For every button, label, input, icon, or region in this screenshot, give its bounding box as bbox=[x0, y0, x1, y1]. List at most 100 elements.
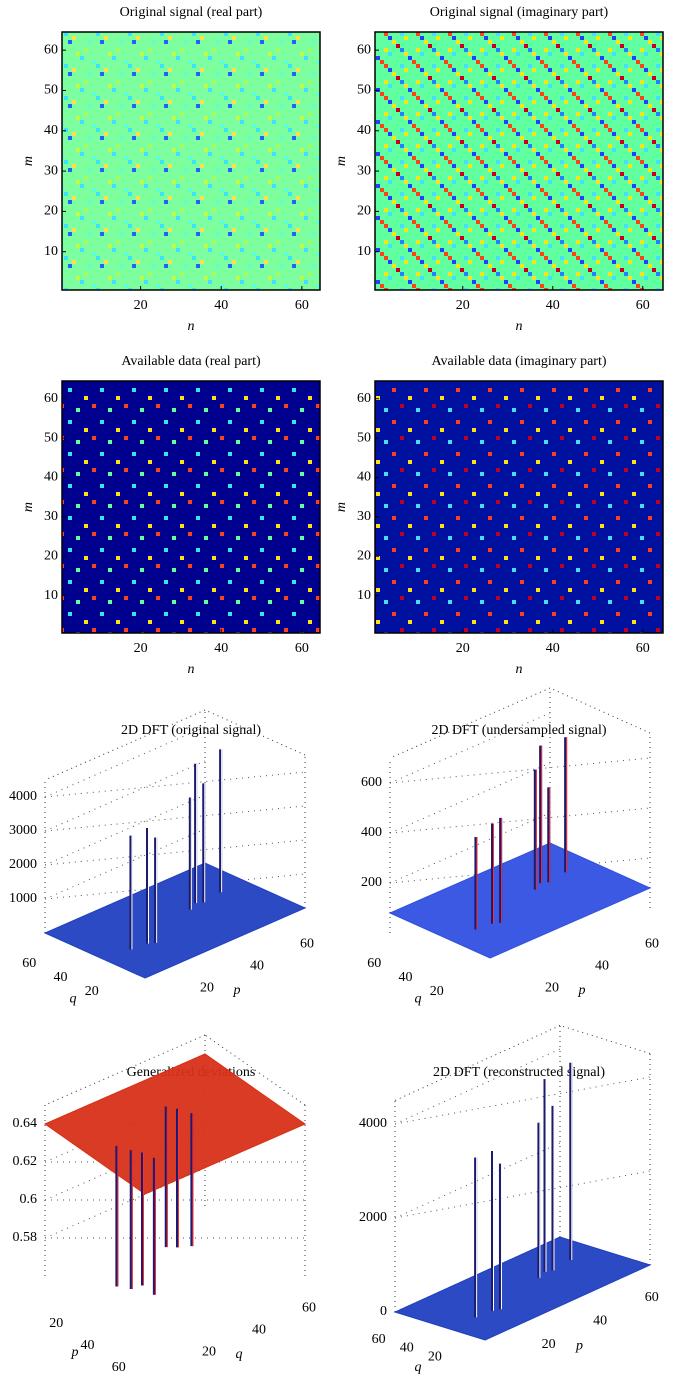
x-tick-label: 60 bbox=[645, 937, 659, 952]
z-tick-label: 400 bbox=[361, 825, 382, 840]
y-tick-label: 20 bbox=[202, 1344, 216, 1359]
y-tick-label: 20 bbox=[430, 984, 444, 999]
surface bbox=[393, 1236, 652, 1341]
x-axis-label: p bbox=[233, 983, 241, 998]
z-tick-label: 3000 bbox=[9, 823, 37, 838]
box-edge bbox=[44, 1034, 206, 1106]
chart-title: 2D DFT (original signal) bbox=[121, 723, 261, 738]
x-tick-label: 40 bbox=[546, 298, 560, 313]
x-axis-label: n bbox=[516, 319, 523, 334]
x-tick-label: 40 bbox=[546, 641, 560, 656]
x-axis-label: n bbox=[516, 662, 523, 677]
x-tick-label: 40 bbox=[250, 958, 264, 973]
y-tick-label: 40 bbox=[252, 1322, 266, 1337]
y-tick-label: 30 bbox=[357, 509, 371, 524]
z-tick-label: 200 bbox=[361, 875, 382, 890]
y-tick-label: 10 bbox=[357, 588, 371, 603]
x-tick-label: 60 bbox=[295, 298, 309, 313]
grid-line bbox=[44, 771, 306, 798]
z-tick-label: 2000 bbox=[359, 1210, 387, 1225]
plot-frame bbox=[374, 380, 664, 634]
box-edge bbox=[389, 687, 551, 759]
heatmap-image bbox=[62, 381, 320, 633]
y-tick-label: 60 bbox=[302, 1301, 316, 1316]
y-axis-label: q bbox=[415, 1360, 422, 1375]
y-tick-label: 30 bbox=[44, 163, 58, 178]
y-tick-label: 40 bbox=[44, 123, 58, 138]
x-tick-label: 40 bbox=[81, 1338, 95, 1353]
heatmap-image bbox=[375, 381, 663, 633]
z-tick-label: 0.58 bbox=[13, 1230, 38, 1245]
x-tick-label: 20 bbox=[49, 1316, 63, 1331]
x-tick-label: 20 bbox=[456, 641, 470, 656]
x-tick-label: 40 bbox=[214, 298, 228, 313]
z-tick-label: 0.62 bbox=[13, 1154, 38, 1169]
heatmap-image bbox=[375, 32, 663, 290]
y-tick-label: 40 bbox=[357, 123, 371, 138]
box-edge bbox=[44, 709, 206, 781]
y-tick-label: 20 bbox=[357, 204, 371, 219]
y-axis-label: m bbox=[334, 156, 349, 166]
x-tick-label: 60 bbox=[636, 298, 650, 313]
y-tick-label: 60 bbox=[44, 391, 58, 406]
z-tick-label: 0.6 bbox=[20, 1192, 38, 1207]
y-tick-label: 50 bbox=[44, 430, 58, 445]
grid-line bbox=[44, 805, 306, 832]
y-tick-label: 60 bbox=[44, 42, 58, 57]
y-tick-label: 60 bbox=[22, 956, 36, 971]
plot-frame bbox=[61, 380, 321, 634]
y-axis-label: m bbox=[21, 502, 36, 512]
surface bbox=[43, 1053, 307, 1195]
y-tick-label: 10 bbox=[357, 244, 371, 259]
x-tick-label: 60 bbox=[645, 1290, 659, 1305]
y-tick-label: 30 bbox=[357, 163, 371, 178]
y-tick-label: 50 bbox=[44, 83, 58, 98]
x-tick-label: 20 bbox=[134, 298, 148, 313]
z-tick-label: 0.64 bbox=[13, 1116, 38, 1131]
x-tick-label: 60 bbox=[295, 641, 309, 656]
x-tick-label: 20 bbox=[542, 1337, 556, 1352]
z-tick-label: 4000 bbox=[9, 789, 37, 804]
y-axis-label: q bbox=[236, 1347, 243, 1362]
chart-title: Available data (imaginary part) bbox=[431, 354, 606, 369]
grid-line bbox=[389, 807, 651, 834]
z-tick-label: 1000 bbox=[9, 891, 37, 906]
y-tick-label: 40 bbox=[357, 470, 371, 485]
surface bbox=[43, 862, 307, 979]
plot-frame bbox=[61, 31, 321, 291]
x-axis-label: n bbox=[188, 319, 195, 334]
y-tick-label: 20 bbox=[428, 1349, 442, 1364]
grid-line bbox=[44, 760, 206, 832]
y-tick-label: 50 bbox=[357, 430, 371, 445]
grid-line bbox=[44, 839, 306, 866]
x-tick-label: 60 bbox=[112, 1360, 126, 1375]
y-tick-label: 40 bbox=[54, 970, 68, 985]
y-tick-label: 20 bbox=[357, 548, 371, 563]
chart-title: 2D DFT (undersampled signal) bbox=[431, 723, 606, 738]
grid-line bbox=[394, 1076, 651, 1125]
x-tick-label: 20 bbox=[134, 641, 148, 656]
z-tick-label: 2000 bbox=[9, 857, 37, 872]
y-tick-label: 60 bbox=[372, 1332, 386, 1347]
y-tick-label: 10 bbox=[44, 244, 58, 259]
x-tick-label: 40 bbox=[214, 641, 228, 656]
y-tick-label: 10 bbox=[44, 588, 58, 603]
surface bbox=[388, 842, 652, 959]
y-axis-label: q bbox=[70, 992, 77, 1007]
y-tick-label: 30 bbox=[44, 509, 58, 524]
y-tick-label: 60 bbox=[357, 391, 371, 406]
y-tick-label: 60 bbox=[357, 42, 371, 57]
grid-line bbox=[389, 757, 651, 784]
box-edge bbox=[204, 1034, 306, 1106]
y-tick-label: 40 bbox=[400, 1341, 414, 1356]
x-tick-label: 60 bbox=[300, 937, 314, 952]
grid-line bbox=[394, 1170, 651, 1219]
box-edge bbox=[559, 1025, 651, 1054]
chart-title: Available data (real part) bbox=[121, 354, 261, 369]
x-axis-label: n bbox=[188, 662, 195, 677]
y-axis-label: q bbox=[415, 992, 422, 1007]
x-tick-label: 20 bbox=[456, 298, 470, 313]
y-tick-label: 40 bbox=[399, 970, 413, 985]
